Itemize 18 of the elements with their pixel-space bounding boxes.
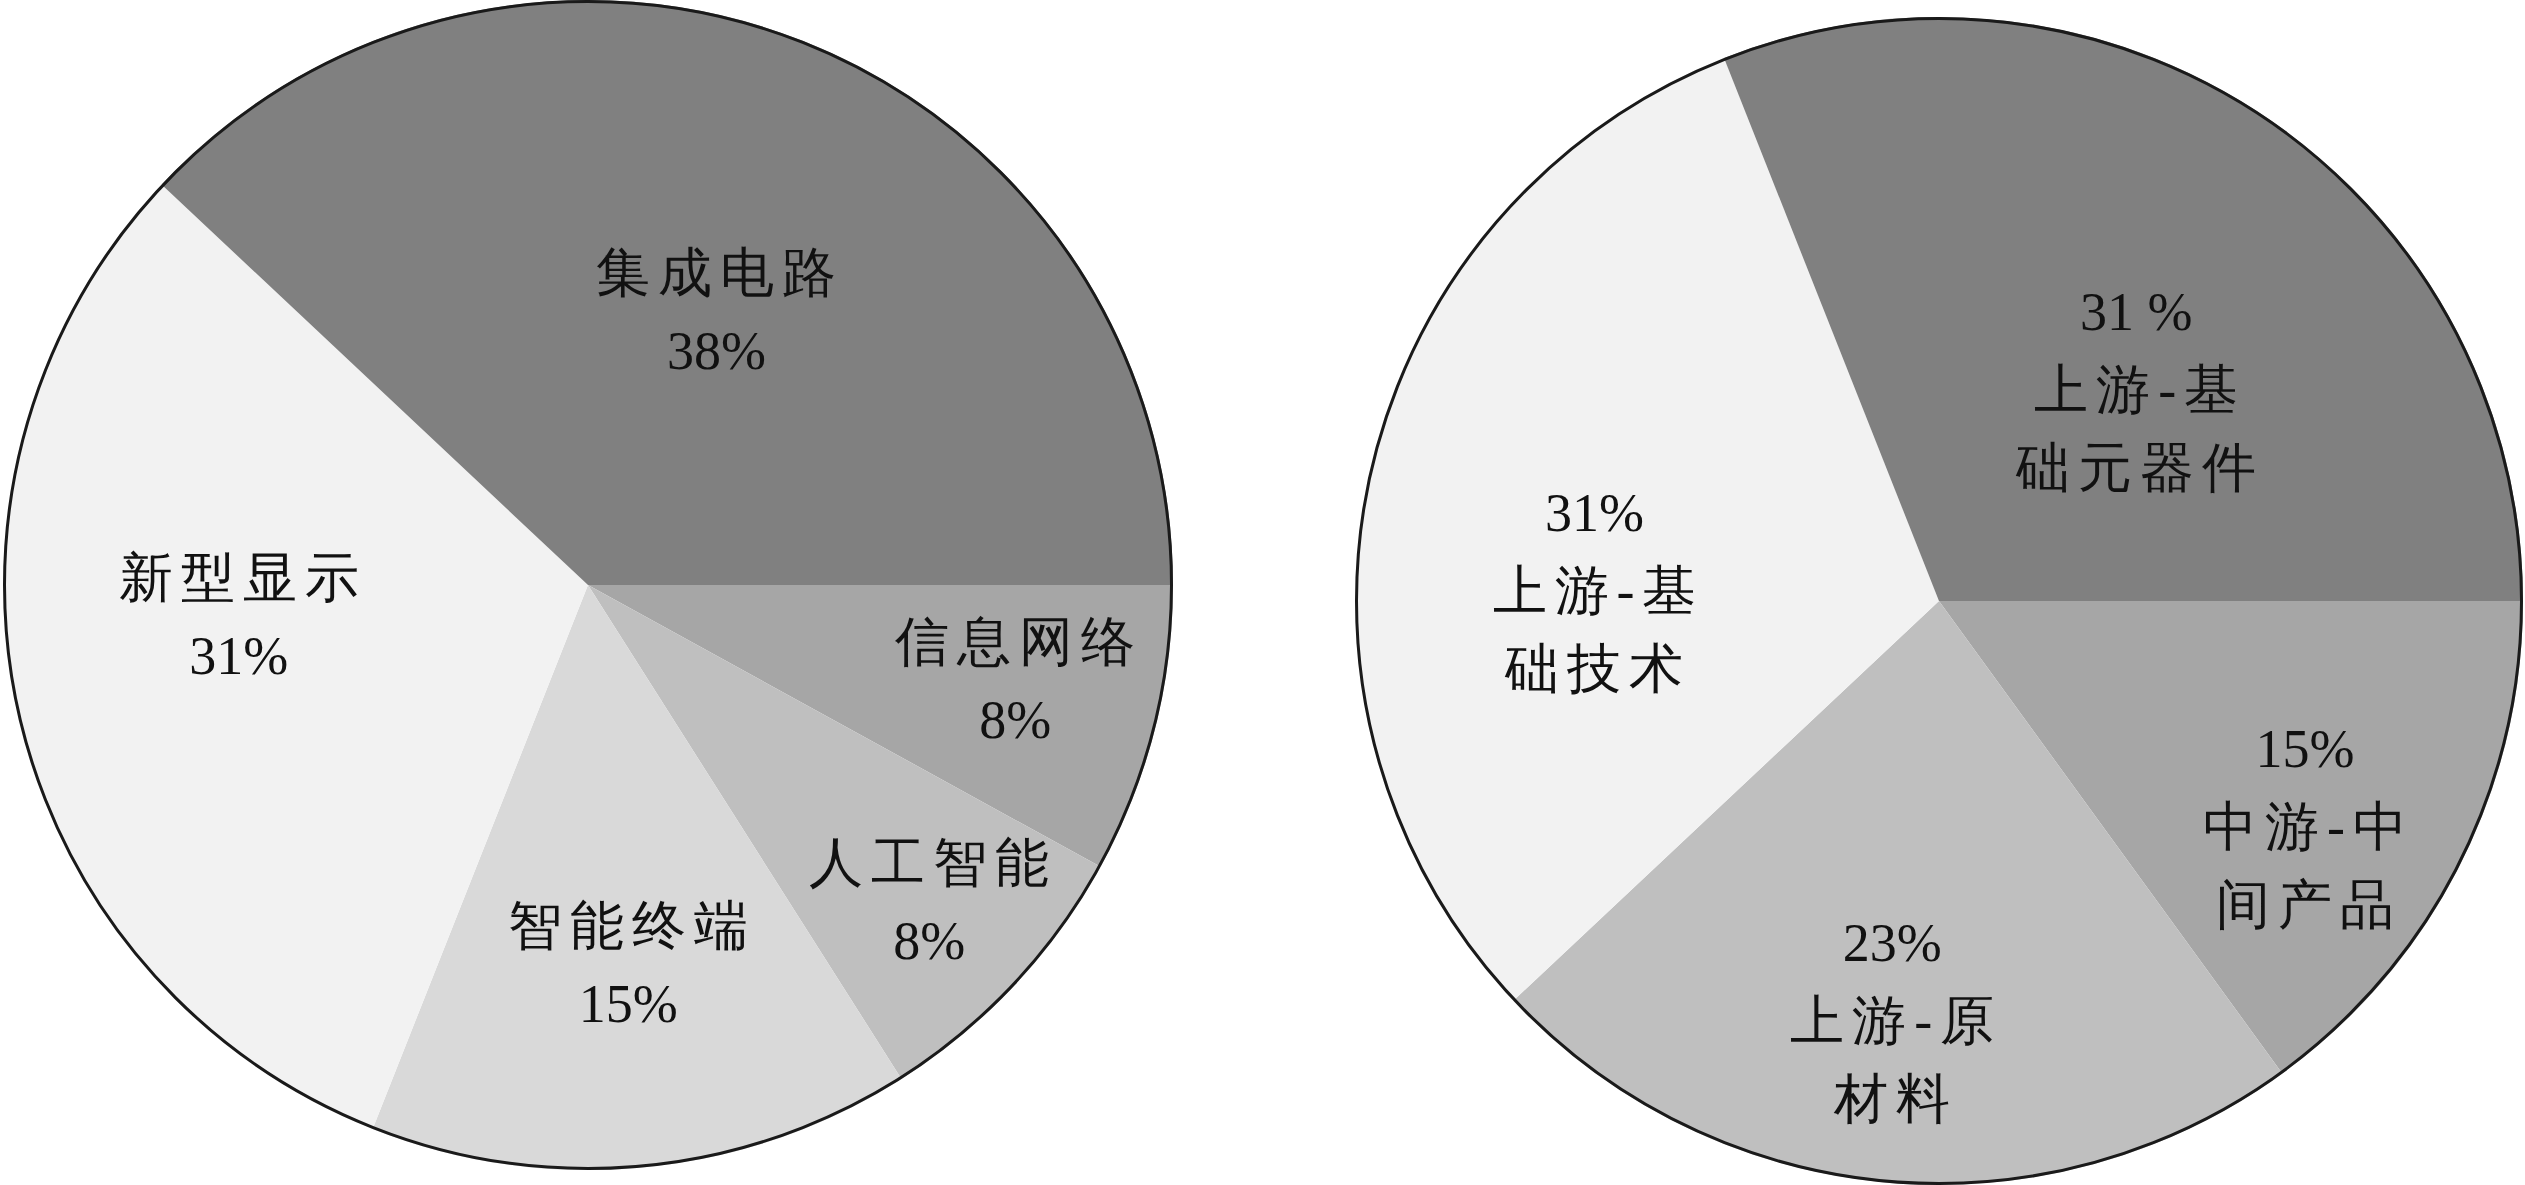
slice-label: 上游-原材料 bbox=[1790, 990, 2003, 1129]
slice-label: 人工智能 bbox=[809, 832, 1058, 893]
data-label: 31 % bbox=[2080, 281, 2193, 342]
slice-label: 上游-基础技术 bbox=[1492, 561, 1705, 700]
data-label: 15% bbox=[2255, 718, 2355, 779]
slice-label: 中游-中间产品 bbox=[2203, 796, 2416, 935]
data-label: 38% bbox=[666, 320, 766, 381]
slice-label: 集成电路 bbox=[596, 242, 845, 303]
data-label: 23% bbox=[1842, 912, 1942, 973]
slice-label: 新型显示 bbox=[118, 547, 367, 608]
data-label: 8% bbox=[979, 690, 1052, 751]
data-label: 31% bbox=[189, 625, 289, 686]
data-label: 31% bbox=[1545, 483, 1644, 544]
data-label: 15% bbox=[578, 974, 678, 1035]
data-label: 8% bbox=[893, 910, 966, 971]
slice-label: 信息网络 bbox=[895, 612, 1144, 673]
slice-label: 智能终端 bbox=[508, 896, 757, 957]
slice-label: 上游-基础元器件 bbox=[2015, 359, 2265, 498]
